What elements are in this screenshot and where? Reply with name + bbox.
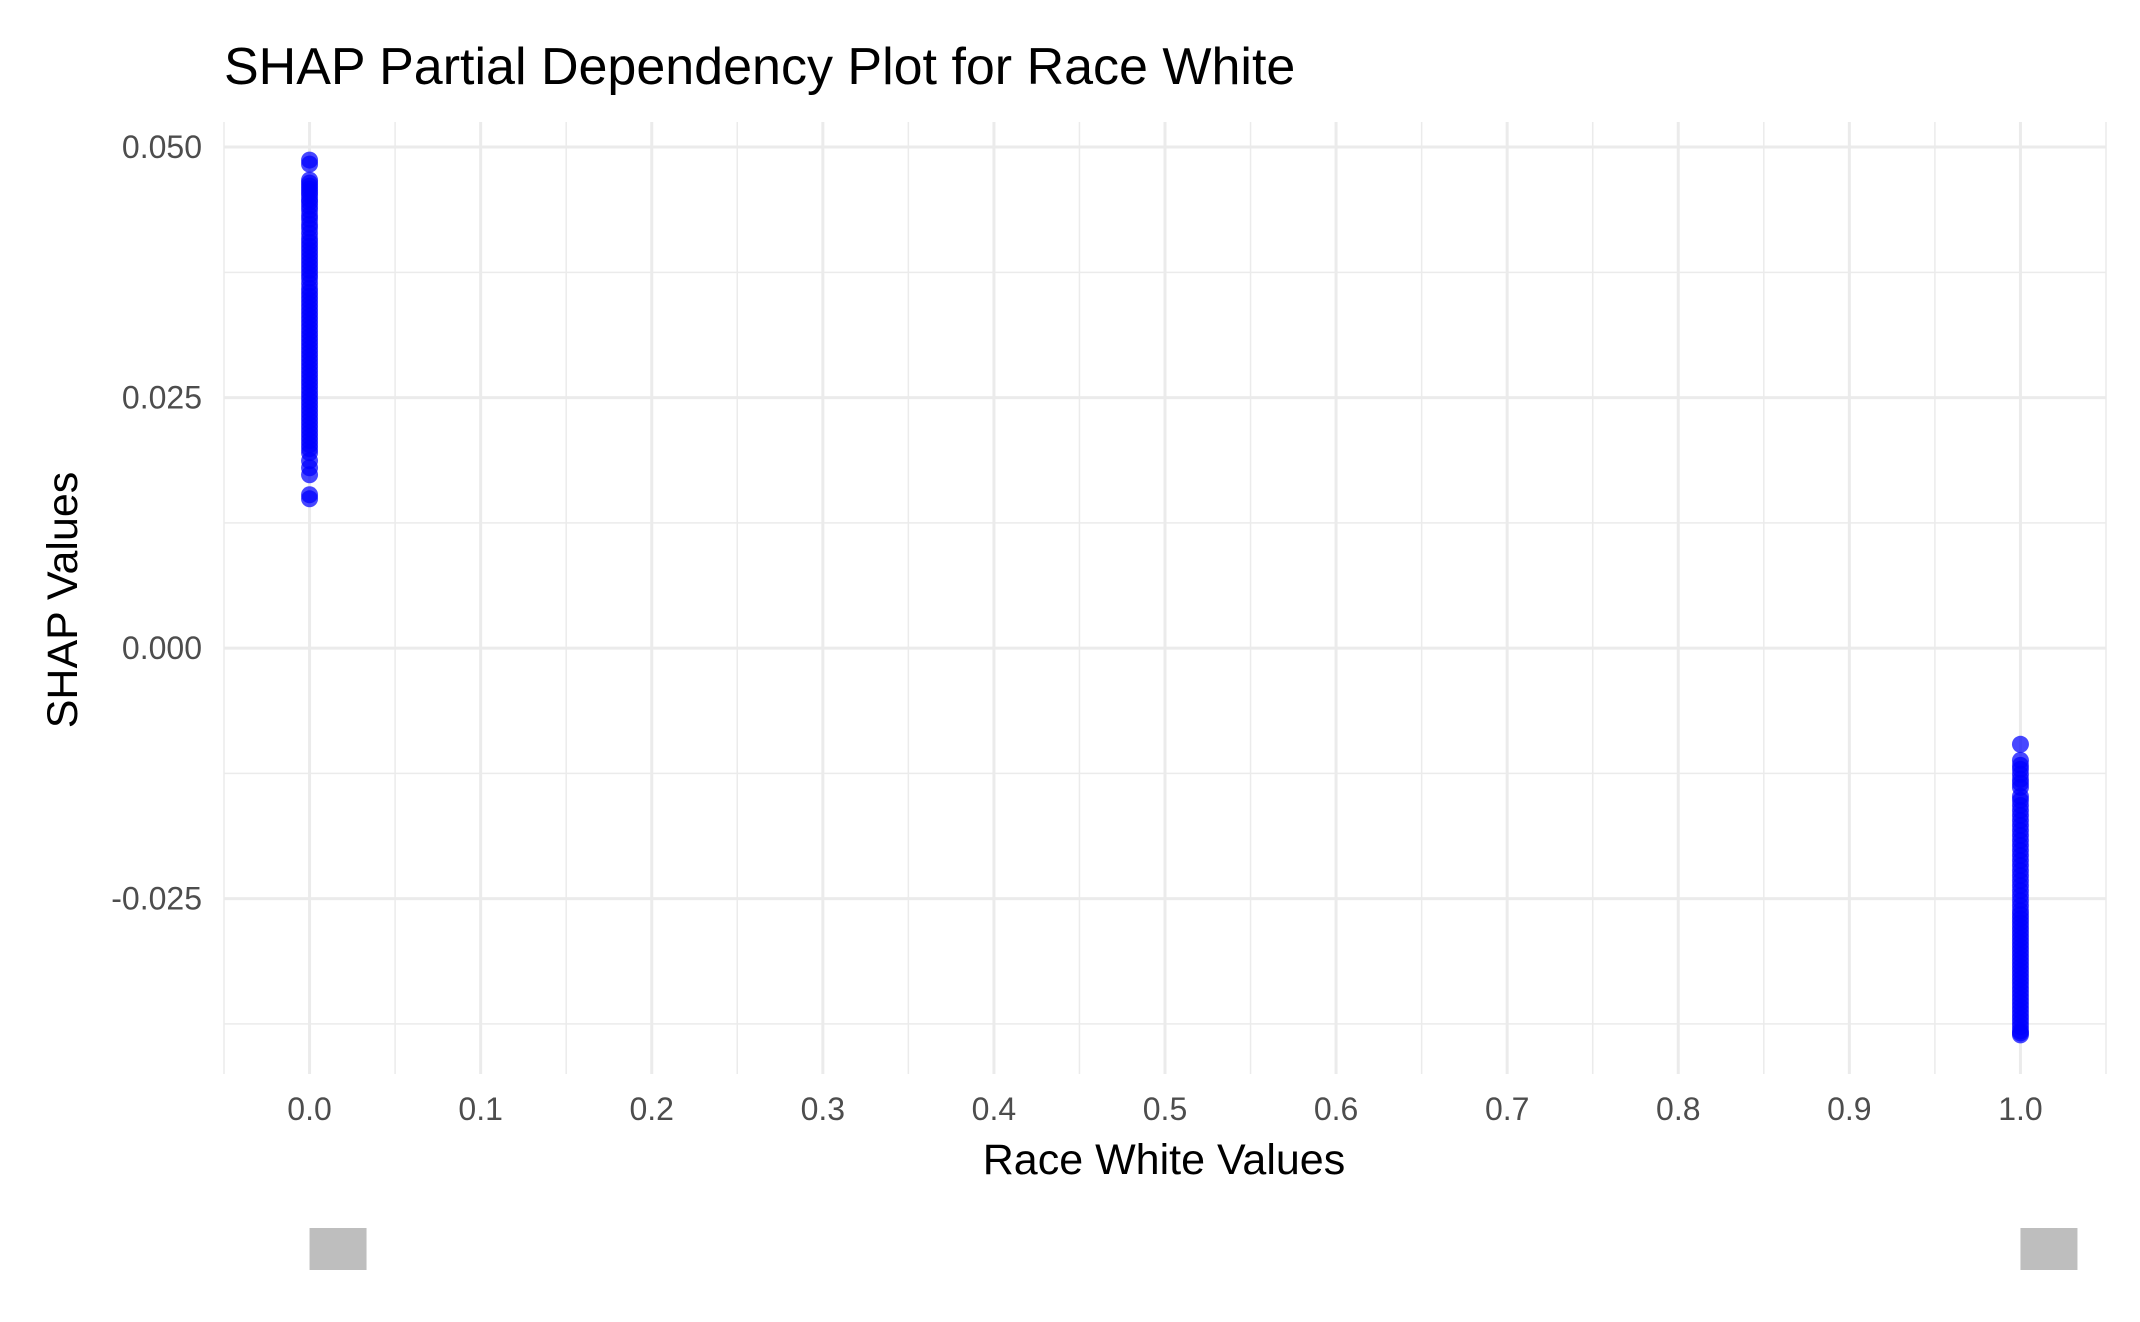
- y-axis-ticks: -0.025 0.000 0.025 0.050: [111, 129, 202, 917]
- x-tick-label: 0.3: [801, 1091, 845, 1127]
- x-tick-label: 1.0: [1998, 1091, 2042, 1127]
- x-tick-label: 0.2: [629, 1091, 673, 1127]
- data-point: [2011, 1026, 2029, 1044]
- y-tick-label: 0.000: [122, 630, 202, 666]
- major-gridlines: [224, 122, 2106, 1074]
- x-tick-label: 0.4: [972, 1091, 1016, 1127]
- rug-mark: [309, 1228, 367, 1270]
- x-axis-title: Race White Values: [983, 1136, 1345, 1184]
- x-tick-label: 0.7: [1485, 1091, 1529, 1127]
- data-point: [2011, 735, 2029, 753]
- x-axis-ticks: 0.0 0.1 0.2 0.3 0.4 0.5 0.6 0.7 0.8 0.9 1.0: [287, 1091, 2042, 1127]
- y-tick-label: 0.050: [122, 129, 202, 165]
- y-tick-label: 0.025: [122, 380, 202, 416]
- x-tick-label: 0.5: [1143, 1091, 1187, 1127]
- scatter-points: [301, 151, 2029, 1044]
- y-axis-title: SHAP Values: [39, 472, 87, 729]
- chart-title: SHAP Partial Dependency Plot for Race Wh…: [224, 38, 1295, 96]
- x-tick-label: 0.9: [1827, 1091, 1871, 1127]
- x-tick-label: 0.0: [287, 1091, 331, 1127]
- y-tick-label: -0.025: [111, 881, 202, 917]
- rug-mark: [2020, 1228, 2078, 1270]
- x-tick-label: 0.1: [458, 1091, 502, 1127]
- rug-marks: [309, 1228, 2078, 1270]
- x-tick-label: 0.6: [1314, 1091, 1358, 1127]
- data-point: [301, 466, 319, 484]
- data-point: [301, 490, 319, 508]
- x-tick-label: 0.8: [1656, 1091, 1700, 1127]
- data-point: [301, 155, 319, 173]
